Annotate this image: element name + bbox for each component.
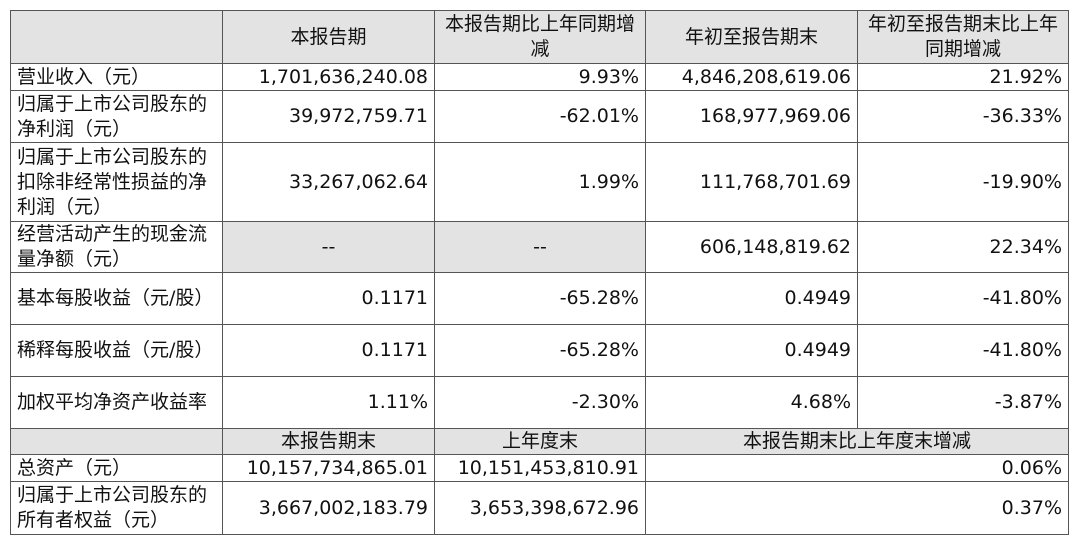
data-row: 归属于上市公司股东的净利润（元） 39,972,759.71 -62.01% 168,…: [10, 90, 1069, 143]
table-cell: -41.80%: [857, 272, 1069, 325]
table-cell: 9.93%: [434, 63, 646, 91]
data-row: 营业收入（元） 1,701,636,240.08 9.93% 4,846,208,61…: [10, 63, 1069, 91]
table-cell: 基本每股收益（元/股）: [10, 272, 223, 325]
subheader-row: 本报告期末 上年度末 本报告期末比上年度末增减: [10, 428, 1069, 455]
table-cell: 年初至报告期末: [645, 10, 858, 64]
table-cell: 归属于上市公司股东的净利润（元）: [10, 90, 223, 143]
table-cell: 3,667,002,183.79: [222, 481, 435, 535]
table-cell: 0.4949: [645, 272, 858, 325]
table-cell: 总资产（元）: [10, 454, 223, 482]
table-cell: 本报告期末比上年度末增减: [645, 428, 1069, 455]
table-cell: 10,151,453,810.91: [434, 454, 646, 482]
table-cell: [10, 428, 223, 455]
table-cell: 1.99%: [434, 142, 646, 222]
table-cell: 本报告期: [222, 10, 435, 64]
table-cell: 0.06%: [645, 454, 1069, 482]
table-cell: --: [222, 221, 435, 273]
table-cell: --: [434, 221, 646, 273]
table-cell: 归属于上市公司股东的所有者权益（元）: [10, 481, 223, 535]
table-cell: 本报告期比上年同期增减: [434, 10, 646, 64]
table-cell: 归属于上市公司股东的扣除非经常性损益的净利润（元）: [10, 142, 223, 222]
table-cell: -41.80%: [857, 324, 1069, 377]
table-cell: 经营活动产生的现金流量净额（元）: [10, 221, 223, 273]
table-cell: 10,157,734,865.01: [222, 454, 435, 482]
table-cell: 上年度末: [434, 428, 646, 455]
table-cell: 0.1171: [222, 272, 435, 325]
table-cell: -19.90%: [857, 142, 1069, 222]
table-cell: 稀释每股收益（元/股）: [10, 324, 223, 377]
table-cell: 加权平均净资产收益率: [10, 376, 223, 429]
table-cell: 本报告期末: [222, 428, 435, 455]
table-cell: -62.01%: [434, 90, 646, 143]
table-cell: 营业收入（元）: [10, 63, 223, 91]
table-cell: 4.68%: [645, 376, 858, 429]
data-row: 基本每股收益（元/股） 0.1171 -65.28% 0.4949 -41.80%: [10, 272, 1069, 325]
data-row: 总资产（元） 10,157,734,865.01 10,151,453,810.91…: [10, 454, 1069, 482]
table-cell: 0.37%: [645, 481, 1069, 535]
table-cell: 606,148,819.62: [645, 221, 858, 273]
header-row: 本报告期 本报告期比上年同期增减 年初至报告期末 年初至报告期末比上年同期增减: [10, 10, 1069, 64]
table-cell: -36.33%: [857, 90, 1069, 143]
table-cell: 168,977,969.06: [645, 90, 858, 143]
table-cell: -65.28%: [434, 324, 646, 377]
table-cell: 33,267,062.64: [222, 142, 435, 222]
data-row: 经营活动产生的现金流量净额（元） -- -- 606,148,819.62 22.34%: [10, 221, 1069, 273]
table-cell: 1,701,636,240.08: [222, 63, 435, 91]
data-row: 加权平均净资产收益率 1.11% -2.30% 4.68% -3.87%: [10, 376, 1069, 429]
table-cell: 22.34%: [857, 221, 1069, 273]
table-cell: 39,972,759.71: [222, 90, 435, 143]
table-cell: 111,768,701.69: [645, 142, 858, 222]
data-row: 归属于上市公司股东的扣除非经常性损益的净利润（元） 33,267,062.64 1.…: [10, 142, 1069, 222]
table-cell: 0.4949: [645, 324, 858, 377]
table-cell: -65.28%: [434, 272, 646, 325]
table-cell: [10, 10, 223, 64]
financial-table: 本报告期 本报告期比上年同期增减 年初至报告期末 年初至报告期末比上年同期增减 营业收入…: [10, 10, 1069, 535]
table-cell: 4,846,208,619.06: [645, 63, 858, 91]
table-cell: 年初至报告期末比上年同期增减: [857, 10, 1069, 64]
table-cell: -2.30%: [434, 376, 646, 429]
table-cell: -3.87%: [857, 376, 1069, 429]
table-cell: 0.1171: [222, 324, 435, 377]
table-cell: 3,653,398,672.96: [434, 481, 646, 535]
data-row: 归属于上市公司股东的所有者权益（元） 3,667,002,183.79 3,653,…: [10, 481, 1069, 535]
data-row: 稀释每股收益（元/股） 0.1171 -65.28% 0.4949 -41.80%: [10, 324, 1069, 377]
table-cell: 1.11%: [222, 376, 435, 429]
table-cell: 21.92%: [857, 63, 1069, 91]
